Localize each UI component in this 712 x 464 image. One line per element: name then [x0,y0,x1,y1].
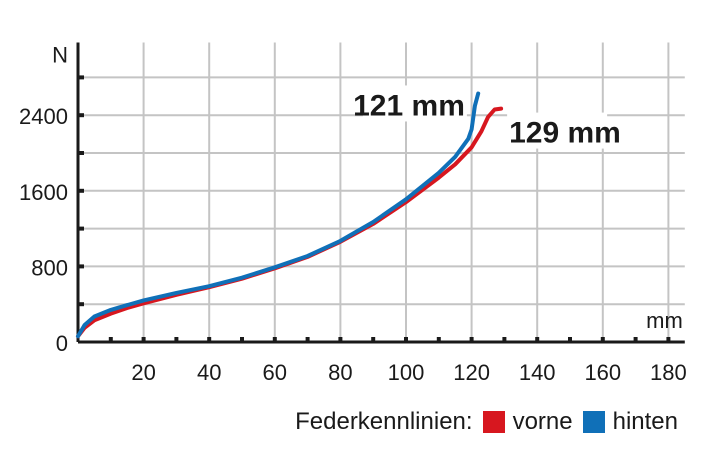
legend-label-hinten: hinten [612,408,678,435]
legend: Federkennlinien: vorne hinten [295,408,678,436]
y-tick-label-0: 0 [56,331,68,356]
series-lines [76,91,504,339]
legend-item-hinten: hinten [573,408,678,436]
annotation-121mm: 121 mm [353,89,465,122]
legend-swatch-vorne [482,411,505,433]
x-tick-label-60: 60 [263,360,287,385]
legend-swatch-hinten [582,411,605,433]
y-tick-label-800: 800 [31,255,68,280]
y-tick-label-1600: 1600 [19,180,68,205]
legend-item-vorne: vorne [473,408,573,436]
tick-labels: 0 800 1600 2400 20 40 60 80 100 120 140 160 180 Nmm [19,43,687,386]
x-axis-unit: mm [646,308,683,333]
legend-title: Federkennlinien: [295,408,473,435]
x-tick-label-20: 20 [131,360,155,385]
y-tick-label-2400: 2400 [19,104,68,129]
series-line-hinten [76,91,481,339]
x-tick-label-40: 40 [197,360,221,385]
x-tick-label-140: 140 [519,360,556,385]
annotation-129mm: 129 mm [509,117,621,150]
x-tick-label-100: 100 [388,360,425,385]
annotation-bg-129 [507,112,608,149]
axes [76,42,685,344]
x-tick-label-80: 80 [328,360,352,385]
x-tick-label-180: 180 [650,360,687,385]
x-tick-label-120: 120 [453,360,490,385]
y-axis-unit: N [52,43,68,68]
x-tick-label-160: 160 [584,360,621,385]
annotations: 121 mm 129 mm [353,85,621,150]
legend-label-vorne: vorne [512,408,573,435]
annotation-bg-121 [362,85,467,122]
